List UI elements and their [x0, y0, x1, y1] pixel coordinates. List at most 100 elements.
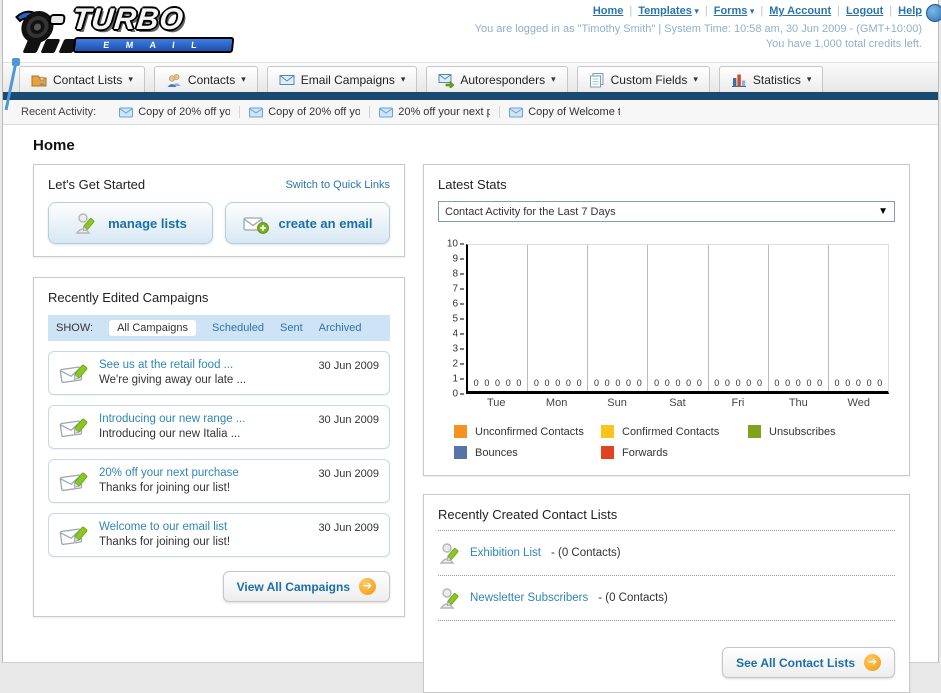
y-tick: 4 — [452, 329, 464, 340]
campaign-date: 30 Jun 2009 — [318, 414, 379, 426]
top-link-home[interactable]: Home — [592, 5, 624, 17]
recent-activity-item-label: Copy of Welcome to — [528, 106, 621, 118]
custom-fields-icon — [589, 72, 605, 88]
y-tick-label: 7 — [452, 283, 458, 295]
create-an-email-button[interactable]: create an email — [225, 202, 390, 244]
nav-tab-custom-fields[interactable]: Custom Fields ▾ — [576, 66, 710, 92]
contact-list-item[interactable]: Exhibition List - (0 Contacts) — [438, 539, 895, 567]
nav-tab-label: Contacts — [187, 72, 236, 87]
link-separator: | — [889, 5, 893, 17]
contact-list-name-link[interactable]: Newsletter Subscribers — [470, 592, 589, 604]
campaign-rows: See us at the retail food ... We're givin… — [48, 351, 390, 557]
manage-lists-icon — [74, 212, 98, 234]
campaign-edit-icon — [59, 523, 89, 548]
stats-title: Latest Stats — [438, 177, 507, 192]
campaign-texts: Welcome to our email list Thanks for join… — [99, 520, 308, 550]
chart-y-axis: 10 9 8 7 6 5 4 3 2 1 0 — [444, 239, 466, 400]
campaign-title-link[interactable]: 20% off your next purchase — [99, 467, 239, 479]
campaign-subtitle: Introducing our new Italia ... — [99, 428, 241, 440]
stats-period-select[interactable]: Contact Activity for the Last 7 Days ▼ — [438, 201, 895, 222]
recent-activity-item[interactable]: Copy of Welcome to — [500, 106, 629, 118]
envelope-small-icon — [379, 107, 394, 118]
nav-tab-email-campaigns[interactable]: Email Campaigns ▾ — [266, 66, 418, 92]
chart-value: 0 — [565, 378, 571, 388]
see-all-contact-lists-label: See All Contact Lists — [736, 655, 855, 670]
nav-tab-contact-lists[interactable]: Contact Lists ▾ — [19, 66, 145, 92]
dotted-divider — [438, 620, 895, 621]
chevron-down-icon: ▾ — [241, 74, 246, 84]
contact-lists-icon — [31, 72, 47, 88]
nav-tab-autoresponders[interactable]: Autoresponders ▾ — [426, 66, 568, 92]
recent-activity-item-label: Copy of 20% off yo — [268, 106, 361, 118]
y-tick-label: 5 — [452, 313, 458, 325]
top-link-logout[interactable]: Logout — [846, 5, 884, 17]
chart-value: 0 — [795, 378, 801, 388]
chart-value: 0 — [735, 378, 741, 388]
recent-activity-item[interactable]: Copy of 20% off yo — [110, 106, 241, 118]
see-all-contact-lists-button[interactable]: See All Contact Lists ➔ — [722, 647, 895, 678]
campaign-row[interactable]: See us at the retail food ... We're givin… — [48, 351, 390, 395]
logo-pin-decoration — [4, 58, 20, 111]
campaign-edit-icon — [59, 415, 89, 440]
campaigns-tab-all-campaigns[interactable]: All Campaigns — [109, 320, 196, 336]
stats-period-value: Contact Activity for the Last 7 Days — [445, 205, 616, 218]
nav-tab-label: Statistics — [752, 72, 801, 87]
top-link-help[interactable]: Help — [898, 5, 922, 17]
campaign-row[interactable]: 20% off your next purchase Thanks for joi… — [48, 459, 390, 503]
chart-value: 0 — [615, 378, 621, 388]
campaign-row[interactable]: Introducing our new range ... Introducing… — [48, 405, 390, 449]
recently-edited-campaigns-panel: Recently Edited Campaigns SHOW: All Camp… — [33, 277, 405, 617]
chart-value: 0 — [774, 378, 780, 388]
contact-lists-title: Recently Created Contact Lists — [438, 507, 618, 522]
y-tick-label: 10 — [446, 238, 458, 250]
contact-list-name-link[interactable]: Exhibition List — [470, 547, 541, 559]
x-tick-label: Sun — [607, 397, 627, 409]
content: Home Let's Get Started Switch to Quick L… — [3, 125, 938, 693]
contact-list-item[interactable]: Newsletter Subscribers - (0 Contacts) — [438, 584, 895, 612]
y-tick-label: 3 — [452, 343, 458, 355]
nav-tab-contacts[interactable]: Contacts ▾ — [153, 66, 258, 92]
manage-lists-button[interactable]: manage lists — [48, 202, 213, 244]
campaigns-tab-scheduled[interactable]: Scheduled — [212, 322, 264, 334]
campaign-date: 30 Jun 2009 — [318, 360, 379, 372]
campaign-title-link[interactable]: Welcome to our email list — [99, 521, 228, 533]
recent-activity-item[interactable]: Copy of 20% off yo — [240, 106, 371, 118]
left-column: Let's Get Started Switch to Quick Links … — [33, 164, 405, 693]
campaign-title-link[interactable]: Introducing our new range ... — [99, 413, 246, 425]
link-separator: | — [760, 5, 764, 17]
campaign-subtitle: Thanks for joining our list! — [99, 536, 231, 548]
right-column: Latest Stats Contact Activity for the La… — [423, 164, 910, 693]
arrow-right-icon: ➔ — [864, 654, 881, 671]
campaign-title-link[interactable]: See us at the retail food ... — [99, 359, 234, 371]
switch-quick-links[interactable]: Switch to Quick Links — [285, 178, 390, 191]
nav-tab-statistics[interactable]: Statistics ▾ — [718, 66, 824, 92]
y-tick-label: 8 — [452, 268, 458, 280]
campaign-row[interactable]: Welcome to our email list Thanks for join… — [48, 513, 390, 557]
top-link-forms[interactable]: Forms — [713, 5, 748, 17]
x-tick-label: Fri — [731, 397, 745, 409]
chevron-down-icon: ▾ — [128, 74, 133, 84]
chart-value: 0 — [696, 378, 702, 388]
x-tick-label: Wed — [847, 397, 870, 409]
recently-created-contact-lists-panel: Recently Created Contact Lists Exhibitio… — [423, 494, 910, 693]
view-all-campaigns-button[interactable]: View All Campaigns ➔ — [222, 571, 390, 602]
chart-value: 0 — [756, 378, 762, 388]
legend-swatch — [601, 446, 614, 459]
view-all-campaigns-label: View All Campaigns — [236, 579, 350, 594]
campaigns-tab-sent[interactable]: Sent — [280, 322, 303, 334]
campaigns-tab-archived[interactable]: Archived — [318, 322, 362, 334]
chart-value: 0 — [544, 378, 550, 388]
legend-item: Confirmed Contacts — [601, 425, 748, 438]
recent-activity-item[interactable]: 20% off your next p — [370, 106, 501, 118]
chart-value: 0 — [626, 378, 632, 388]
top-link-my-account[interactable]: My Account — [769, 5, 832, 17]
top-link-templates[interactable]: Templates — [638, 5, 692, 17]
top-nav-links: Home | Templates ▾ | Forms ▾ | My Account | Logo… — [593, 5, 922, 17]
envelope-small-icon — [249, 107, 264, 118]
logo-subtitle: E M A I L — [102, 40, 205, 50]
